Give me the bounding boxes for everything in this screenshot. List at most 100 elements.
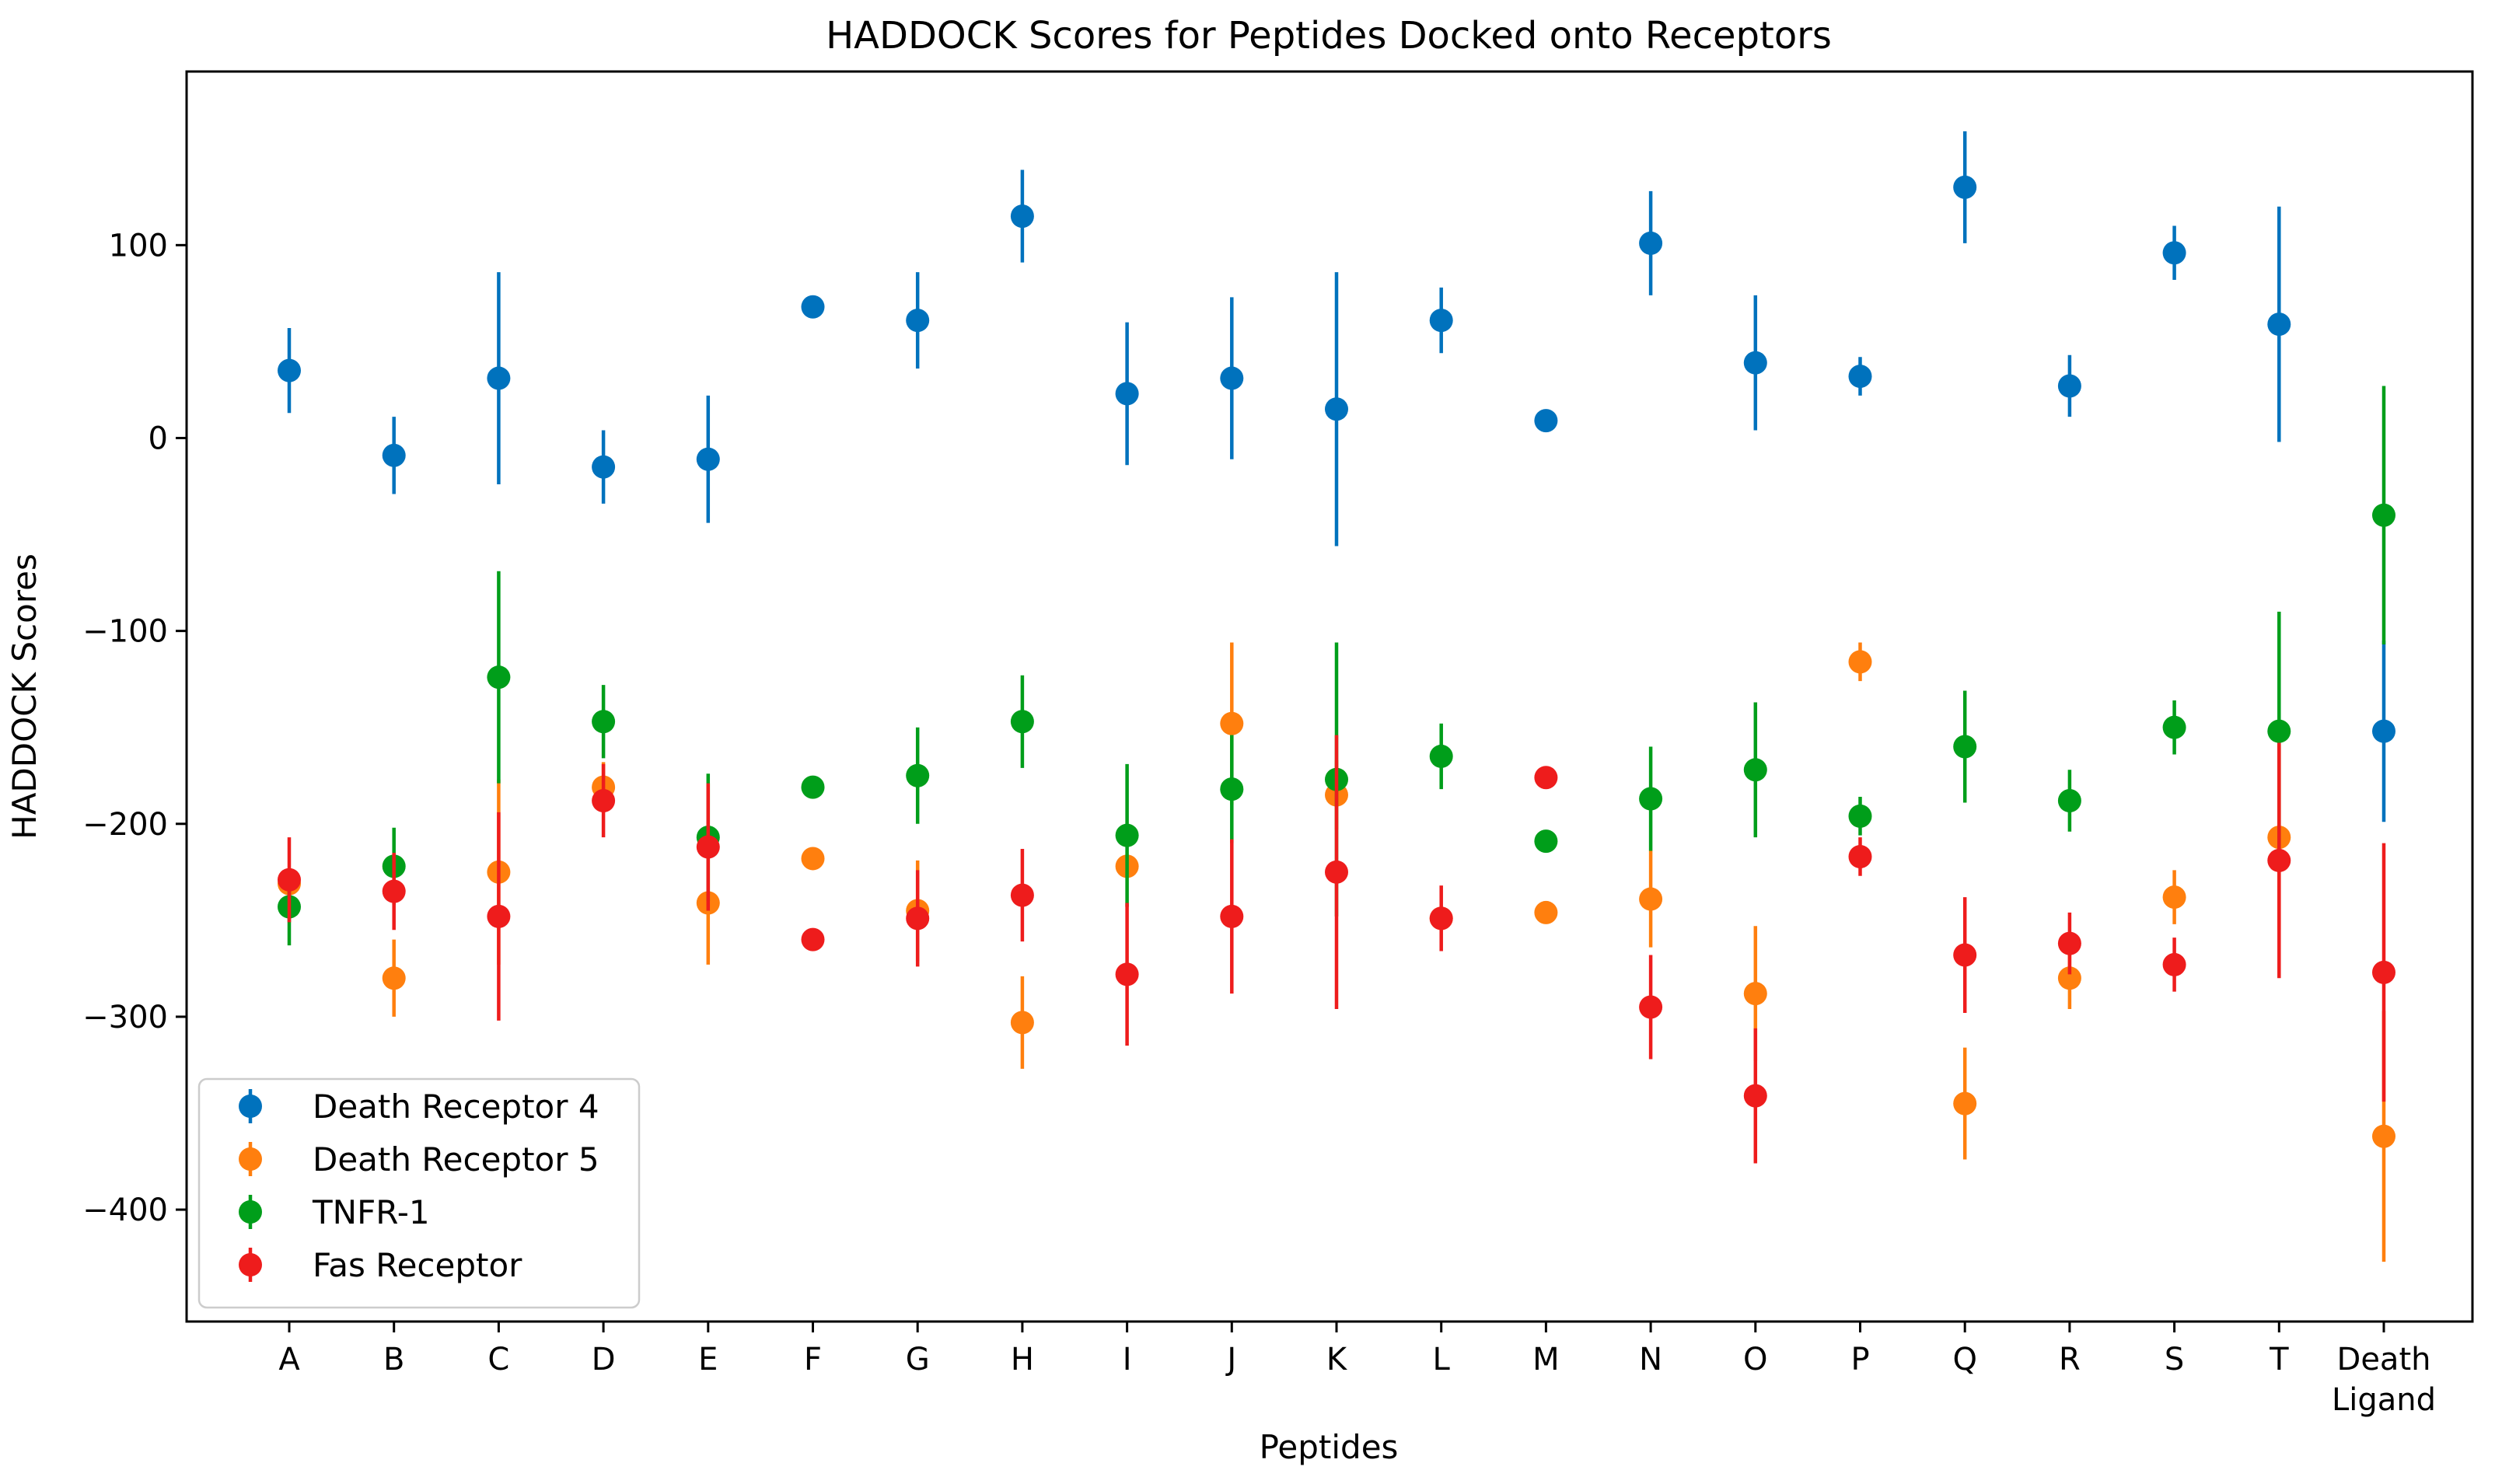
data-point (801, 775, 825, 799)
data-point (1953, 1091, 1977, 1116)
data-point (2057, 789, 2081, 812)
data-point (487, 366, 511, 390)
data-point (1115, 382, 1139, 406)
data-point (906, 763, 930, 787)
data-point (1220, 904, 1244, 928)
data-point (1010, 710, 1034, 734)
data-point (2372, 960, 2395, 984)
data-point (1848, 844, 1872, 868)
x-tick-label-line: T (2269, 1342, 2289, 1378)
data-point (1325, 397, 1348, 421)
data-point (382, 879, 406, 903)
data-point (592, 455, 616, 479)
data-point (1953, 735, 1977, 759)
x-tick-label-line: B (383, 1342, 404, 1378)
data-point (1534, 900, 1558, 924)
x-tick-label: B (383, 1342, 404, 1378)
x-tick-label: O (1743, 1342, 1767, 1378)
data-point (1953, 175, 1977, 199)
x-tick-label-line: I (1123, 1342, 1132, 1378)
x-tick-label-line: C (487, 1342, 509, 1378)
data-point (906, 309, 930, 333)
x-tick-label-line: A (278, 1342, 300, 1378)
x-tick-label: K (1326, 1342, 1348, 1378)
x-tick-label: D (592, 1342, 616, 1378)
data-point (278, 358, 301, 382)
data-point (278, 868, 301, 892)
series-death-receptor-4 (278, 131, 2395, 822)
x-tick-label: I (1123, 1342, 1132, 1378)
legend-item: Death Receptor 5 (239, 1140, 599, 1178)
x-tick-label-line: N (1639, 1342, 1662, 1378)
y-axis-label: HADDOCK Scores (5, 553, 44, 840)
y-tick-label: −400 (82, 1192, 168, 1228)
y-tick-label: −100 (82, 614, 168, 650)
x-tick-label: J (1225, 1342, 1236, 1378)
data-point (1639, 787, 1663, 811)
x-tick-label: P (1850, 1342, 1869, 1378)
data-point (1639, 995, 1663, 1019)
legend-item: Death Receptor 4 (239, 1088, 599, 1126)
x-axis-ticks: A B C D E F G H I J K L M N O P Q R S T Death Ligand (278, 1322, 2436, 1418)
data-point (2267, 848, 2291, 872)
y-tick-label: 100 (109, 228, 168, 264)
x-tick-label: H (1011, 1342, 1034, 1378)
data-point (1115, 962, 1139, 986)
y-tick-label: 0 (149, 421, 168, 456)
x-axis-label: Peptides (1260, 1428, 1399, 1466)
data-point (2162, 715, 2186, 739)
data-point (1220, 711, 1244, 735)
y-tick-label: −300 (82, 1000, 168, 1035)
data-point (1429, 309, 1453, 333)
legend-label: Fas Receptor (313, 1246, 522, 1284)
data-point (2267, 719, 2291, 743)
data-point (592, 789, 616, 812)
data-point (382, 966, 406, 990)
x-tick-label: N (1639, 1342, 1662, 1378)
x-tick-label-line: H (1011, 1342, 1034, 1378)
data-point (2267, 313, 2291, 337)
data-point (1953, 943, 1977, 967)
data-point (1743, 351, 1767, 375)
legend-marker (239, 1095, 262, 1118)
data-point (2162, 885, 2186, 910)
x-tick-label: C (487, 1342, 509, 1378)
x-tick-label-line: O (1743, 1342, 1767, 1378)
data-point (1115, 823, 1139, 847)
x-tick-label: M (1532, 1342, 1560, 1378)
legend-marker (239, 1200, 262, 1224)
x-tick-label-line: D (592, 1342, 616, 1378)
x-tick-label-line: F (804, 1342, 822, 1378)
y-tick-label: −200 (82, 807, 168, 843)
x-tick-label: G (906, 1342, 930, 1378)
data-point (1534, 829, 1558, 854)
data-point (2057, 966, 2081, 990)
data-point (2162, 952, 2186, 976)
legend-marker (239, 1147, 262, 1171)
data-point (487, 904, 511, 928)
series-layer (278, 131, 2395, 1262)
x-tick-label-line: J (1225, 1342, 1236, 1378)
data-point (696, 835, 720, 859)
data-point (1429, 906, 1453, 931)
legend: Death Receptor 4 Death Receptor 5 TNFR-1 Fa… (197, 1077, 641, 1309)
data-point (2372, 503, 2395, 527)
x-tick-label-line: M (1532, 1342, 1560, 1378)
plot-frame (185, 70, 2474, 1323)
data-point (1010, 883, 1034, 907)
legend-item: Fas Receptor (239, 1246, 522, 1284)
legend-box (197, 1077, 641, 1309)
x-tick-label-line: Q (1952, 1342, 1976, 1378)
data-point (1010, 204, 1034, 229)
data-point (2372, 1124, 2395, 1148)
data-point (1325, 860, 1348, 884)
x-tick-label: Death Ligand (2332, 1342, 2436, 1418)
x-tick-label: S (2165, 1342, 2184, 1378)
legend-label: TNFR-1 (312, 1193, 430, 1231)
x-tick-label: T (2269, 1342, 2289, 1378)
data-point (2057, 931, 2081, 955)
data-point (382, 443, 406, 467)
x-tick-label-line: E (698, 1342, 718, 1378)
legend-label: Death Receptor 5 (313, 1140, 599, 1178)
